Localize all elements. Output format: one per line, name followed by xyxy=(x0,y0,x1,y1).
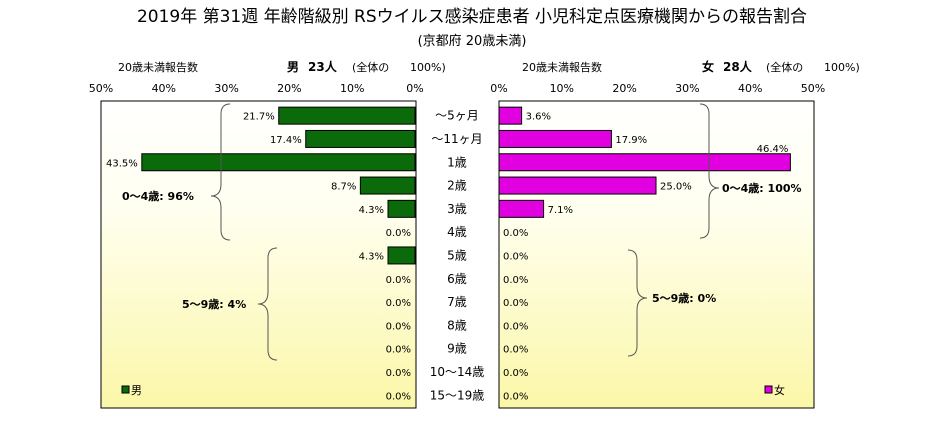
female-bar xyxy=(498,106,523,125)
male-value-label: 0.0% xyxy=(386,298,411,309)
female-value-label: 0.0% xyxy=(503,298,528,309)
chart-title: 2019年 第31週 年齢階級別 RSウイルス感染症患者 小児科定点医療機関から… xyxy=(137,7,807,27)
female-x-tick-label: 0% xyxy=(490,82,507,95)
female-brace-5-9 xyxy=(627,249,648,357)
male-value-label: 4.3% xyxy=(359,205,384,216)
age-category-label: ～11ヶ月 xyxy=(431,132,482,146)
female-group-0-4: 0～4歳: 100% xyxy=(722,181,802,195)
male-total: 23人 xyxy=(308,59,338,74)
male-legend-label: 男 xyxy=(131,384,142,397)
age-category-label: 6歳 xyxy=(447,272,467,286)
male-x-tick-label: 50% xyxy=(89,82,113,95)
age-category-label: 15～19歳 xyxy=(430,388,485,402)
male-x-tick-label: 20% xyxy=(277,82,301,95)
female-x-tick-label: 20% xyxy=(612,82,636,95)
male-brace-5-9 xyxy=(257,247,278,361)
female-legend-swatch xyxy=(764,385,773,394)
male-value-label: 0.0% xyxy=(386,391,411,402)
age-category-labels: ～5ヶ月 ～11ヶ月 1歳 2歳 3歳 4歳 5歳 6歳 7歳 8歳 9歳 10～14歳 15～19歳 xyxy=(430,109,485,403)
male-bar xyxy=(278,106,416,125)
male-value-label: 0.0% xyxy=(386,321,411,332)
male-value-label: 43.5% xyxy=(106,158,138,169)
male-note: (全体の xyxy=(352,60,389,74)
male-value-label: 4.3% xyxy=(359,251,384,262)
male-value-label: 8.7% xyxy=(331,182,356,193)
female-pct: 100%) xyxy=(824,61,860,74)
male-bar xyxy=(359,176,416,195)
female-value-label: 0.0% xyxy=(503,321,528,332)
female-value-label: 46.4% xyxy=(757,144,789,155)
male-value-label: 0.0% xyxy=(386,345,411,356)
female-plot-area xyxy=(498,100,815,409)
female-value-label: 7.1% xyxy=(548,205,573,216)
male-value-label: 0.0% xyxy=(386,228,411,239)
female-value-label: 0.0% xyxy=(503,345,528,356)
male-x-tick-label: 10% xyxy=(340,82,364,95)
female-value-label: 0.0% xyxy=(503,391,528,402)
male-axis-ticks: 50% 40% 30% 20% 10% 0% xyxy=(89,82,424,95)
female-group-5-9: 5～9歳: 0% xyxy=(652,291,716,305)
chart-subtitle: (京都府 20歳未満) xyxy=(418,34,527,49)
male-group-0-4: 0～4歳: 96% xyxy=(122,189,194,203)
age-category-label: 2歳 xyxy=(447,179,467,193)
male-bar xyxy=(387,246,416,265)
female-x-tick-label: 50% xyxy=(801,82,825,95)
male-x-tick-label: 0% xyxy=(406,82,423,95)
female-value-label: 17.9% xyxy=(615,135,647,146)
age-category-label: 3歳 xyxy=(447,202,467,216)
female-bar xyxy=(498,153,791,172)
female-value-label: 0.0% xyxy=(503,228,528,239)
female-legend-label: 女 xyxy=(774,383,785,397)
male-x-tick-label: 30% xyxy=(214,82,238,95)
male-plot-area xyxy=(100,100,417,409)
male-brace-0-4 xyxy=(210,103,231,241)
male-x-tick-label: 40% xyxy=(152,82,176,95)
female-bars: 3.6% 17.9% 46.4% 25.0% 7.1% 0.0% 0.0% 0.0% 0.0% 0… xyxy=(498,106,791,402)
male-value-label: 0.0% xyxy=(386,368,411,379)
male-count-label: 20歳未満報告数 xyxy=(118,61,198,74)
female-bar xyxy=(498,176,657,195)
age-category-label: 5歳 xyxy=(447,248,467,262)
female-axis-ticks: 0% 10% 20% 30% 40% 50% xyxy=(490,82,825,95)
female-value-label: 25.0% xyxy=(660,182,692,193)
male-bar xyxy=(387,199,416,218)
female-x-tick-label: 10% xyxy=(550,82,574,95)
female-bar xyxy=(498,199,545,218)
male-legend-swatch xyxy=(121,385,130,394)
female-note: (全体の xyxy=(766,60,803,74)
female-x-tick-label: 30% xyxy=(675,82,699,95)
female-value-label: 0.0% xyxy=(503,251,528,262)
age-category-label: 9歳 xyxy=(447,342,467,356)
female-sex-label: 女 xyxy=(702,59,714,74)
female-value-label: 0.0% xyxy=(503,368,528,379)
female-total: 28人 xyxy=(723,59,753,74)
male-group-5-9: 5～9歳: 4% xyxy=(182,297,246,311)
female-value-label: 3.6% xyxy=(526,112,551,123)
male-bars: 21.7% 17.4% 43.5% 8.7% 4.3% 0.0% 4.3% 0.0% 0.0% 0… xyxy=(106,106,416,402)
age-category-label: 8歳 xyxy=(447,318,467,332)
female-bar xyxy=(498,129,612,148)
female-x-tick-label: 40% xyxy=(738,82,762,95)
male-pct: 100%) xyxy=(410,61,446,74)
female-count-label: 20歳未満報告数 xyxy=(522,61,602,74)
male-value-label: 0.0% xyxy=(386,275,411,286)
age-category-label: 10～14歳 xyxy=(430,365,485,379)
male-bar xyxy=(141,153,416,172)
age-category-label: 7歳 xyxy=(447,295,467,309)
female-value-label: 0.0% xyxy=(503,275,528,286)
age-category-label: 1歳 xyxy=(447,155,467,169)
male-sex-label: 男 xyxy=(287,60,299,74)
female-brace-0-4 xyxy=(699,103,720,239)
male-value-label: 21.7% xyxy=(243,112,275,123)
male-value-label: 17.4% xyxy=(270,135,302,146)
age-category-label: 4歳 xyxy=(447,225,467,239)
age-category-label: ～5ヶ月 xyxy=(435,109,479,123)
male-bar xyxy=(305,129,416,148)
